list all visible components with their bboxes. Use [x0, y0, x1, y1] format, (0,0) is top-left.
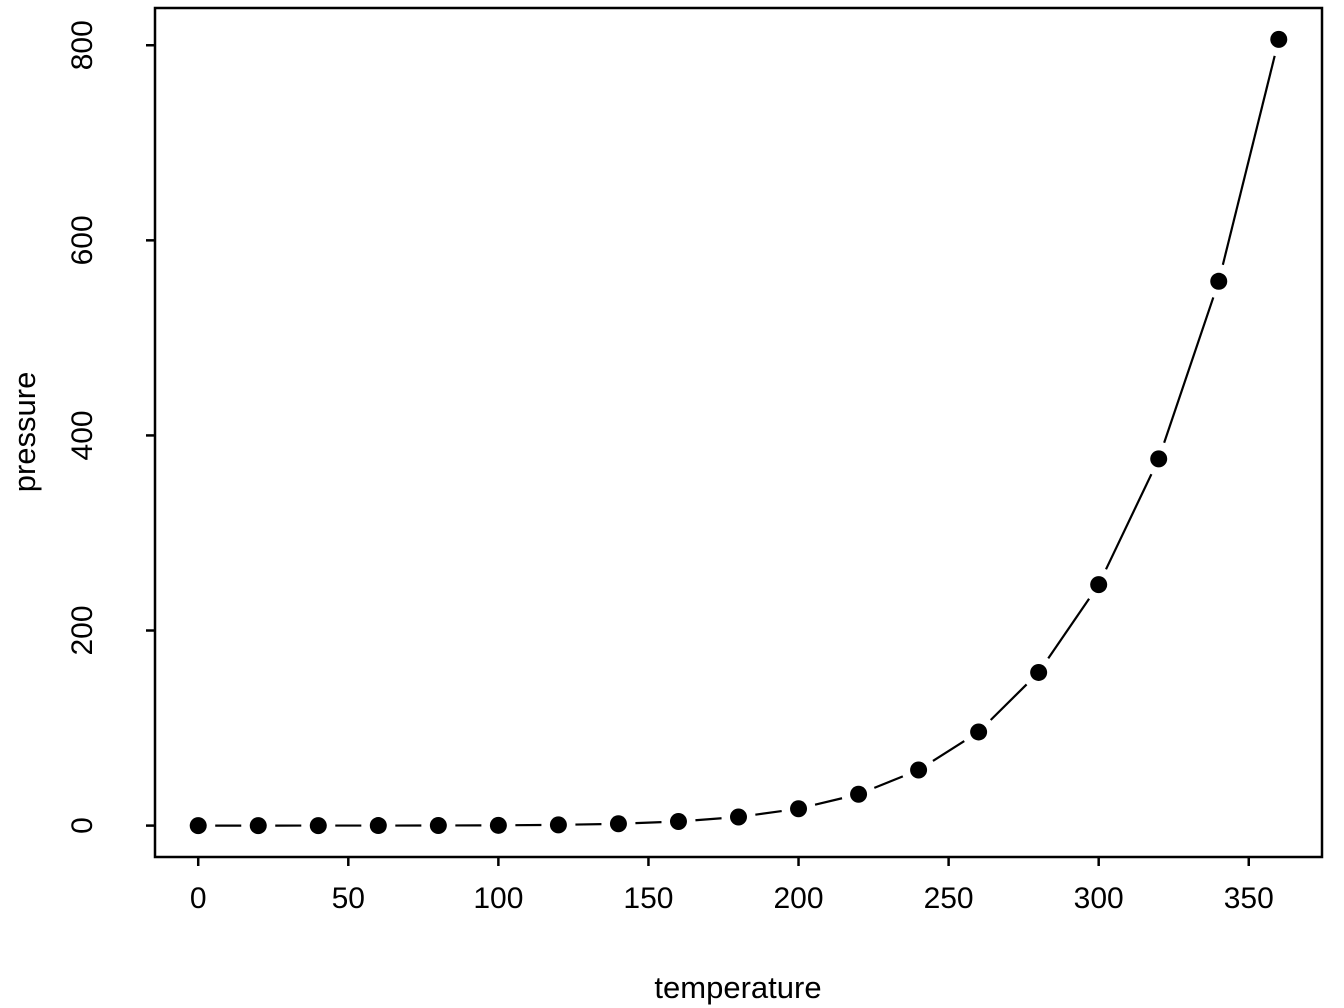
data-point [489, 816, 507, 834]
plot-segment [1221, 55, 1276, 266]
y-axis-title: pressure [7, 372, 42, 493]
y-axis-tick-label: 600 [66, 215, 99, 265]
data-point [910, 761, 928, 779]
plot-segment [755, 809, 782, 816]
data-point [549, 816, 567, 834]
plot-segment [873, 775, 904, 789]
data-point [1150, 450, 1168, 468]
x-axis-title: temperature [654, 970, 821, 1005]
plot-segment [814, 797, 843, 806]
plot-frame [153, 6, 1324, 859]
x-axis-tick-label: 100 [473, 882, 523, 915]
data-point [1210, 272, 1228, 290]
x-axis-tick-label: 50 [332, 882, 365, 915]
data-point [730, 808, 747, 826]
x-axis-tick-label: 200 [773, 882, 823, 915]
data-point [249, 817, 267, 835]
data-point [1090, 576, 1108, 594]
x-axis-tick-label: 250 [924, 882, 974, 915]
y-axis-tick-label: 0 [66, 817, 99, 834]
x-axis-tick-label: 350 [1224, 882, 1274, 915]
plot-segment [1163, 297, 1215, 444]
plot-layer: 0 50 100 150 200 250 300 350 0 200 400 600 800 [66, 6, 1324, 915]
data-point [669, 812, 687, 830]
plot-segment [989, 683, 1028, 721]
y-axis-tick-label: 800 [66, 20, 99, 70]
plot-segment [932, 740, 965, 762]
data-point [850, 785, 868, 803]
y-axis-tick-label: 400 [66, 410, 99, 460]
data-point [609, 815, 627, 833]
plot-segment [635, 821, 662, 825]
data-point [1030, 663, 1048, 681]
data-point [309, 817, 327, 835]
y-axis-tick-label: 200 [66, 605, 99, 655]
data-point [790, 800, 808, 818]
plot-segment [695, 817, 722, 822]
plot-segment [1047, 598, 1090, 660]
x-axis-tick-label: 0 [190, 882, 207, 915]
x-axis-tick-label: 300 [1074, 882, 1124, 915]
plot-segment [1105, 473, 1153, 570]
data-point [970, 723, 988, 741]
data-point [189, 817, 207, 835]
x-axis-tick-label: 150 [623, 882, 673, 915]
data-point [369, 817, 387, 835]
data-point [1270, 30, 1288, 48]
data-point [429, 817, 447, 835]
